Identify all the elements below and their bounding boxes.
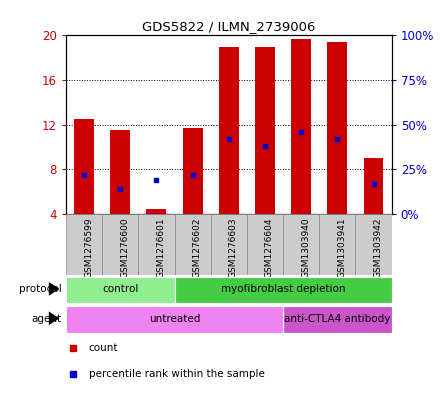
Bar	[247, 214, 283, 275]
Bar	[363, 158, 384, 214]
Text: GSM1303942: GSM1303942	[374, 217, 382, 278]
Text: GSM1276603: GSM1276603	[229, 217, 238, 278]
Bar	[138, 214, 175, 275]
Text: GSM1276604: GSM1276604	[265, 217, 274, 278]
Text: GSM1276600: GSM1276600	[120, 217, 129, 278]
Text: GSM1303941: GSM1303941	[337, 217, 346, 278]
Text: untreated: untreated	[149, 314, 200, 324]
Bar	[219, 46, 239, 214]
Text: GSM1276601: GSM1276601	[157, 217, 165, 278]
Bar	[66, 306, 283, 332]
Bar	[102, 214, 138, 275]
Bar	[183, 128, 202, 214]
Bar	[283, 214, 319, 275]
Text: myofibroblast depletion: myofibroblast depletion	[221, 284, 345, 294]
Title: GDS5822 / ILMN_2739006: GDS5822 / ILMN_2739006	[142, 20, 315, 33]
Text: agent: agent	[32, 314, 62, 324]
Bar	[74, 119, 94, 214]
Bar	[175, 214, 211, 275]
Text: protocol: protocol	[19, 284, 62, 294]
Bar	[327, 42, 347, 214]
Bar	[175, 277, 392, 303]
Bar	[283, 306, 392, 332]
Text: count: count	[89, 343, 118, 353]
Text: percentile rank within the sample: percentile rank within the sample	[89, 369, 265, 379]
Bar	[66, 214, 102, 275]
Text: GSM1276599: GSM1276599	[84, 217, 93, 278]
Text: GSM1276602: GSM1276602	[193, 217, 202, 278]
Bar	[255, 46, 275, 214]
Text: GSM1303940: GSM1303940	[301, 217, 310, 278]
Text: control: control	[102, 284, 139, 294]
Polygon shape	[49, 311, 59, 325]
Bar	[356, 214, 392, 275]
Bar	[319, 214, 356, 275]
Bar	[110, 130, 130, 214]
Bar	[147, 209, 166, 214]
Bar	[291, 39, 311, 214]
Bar	[66, 277, 175, 303]
Bar	[211, 214, 247, 275]
Polygon shape	[49, 282, 59, 296]
Text: anti-CTLA4 antibody: anti-CTLA4 antibody	[284, 314, 391, 324]
